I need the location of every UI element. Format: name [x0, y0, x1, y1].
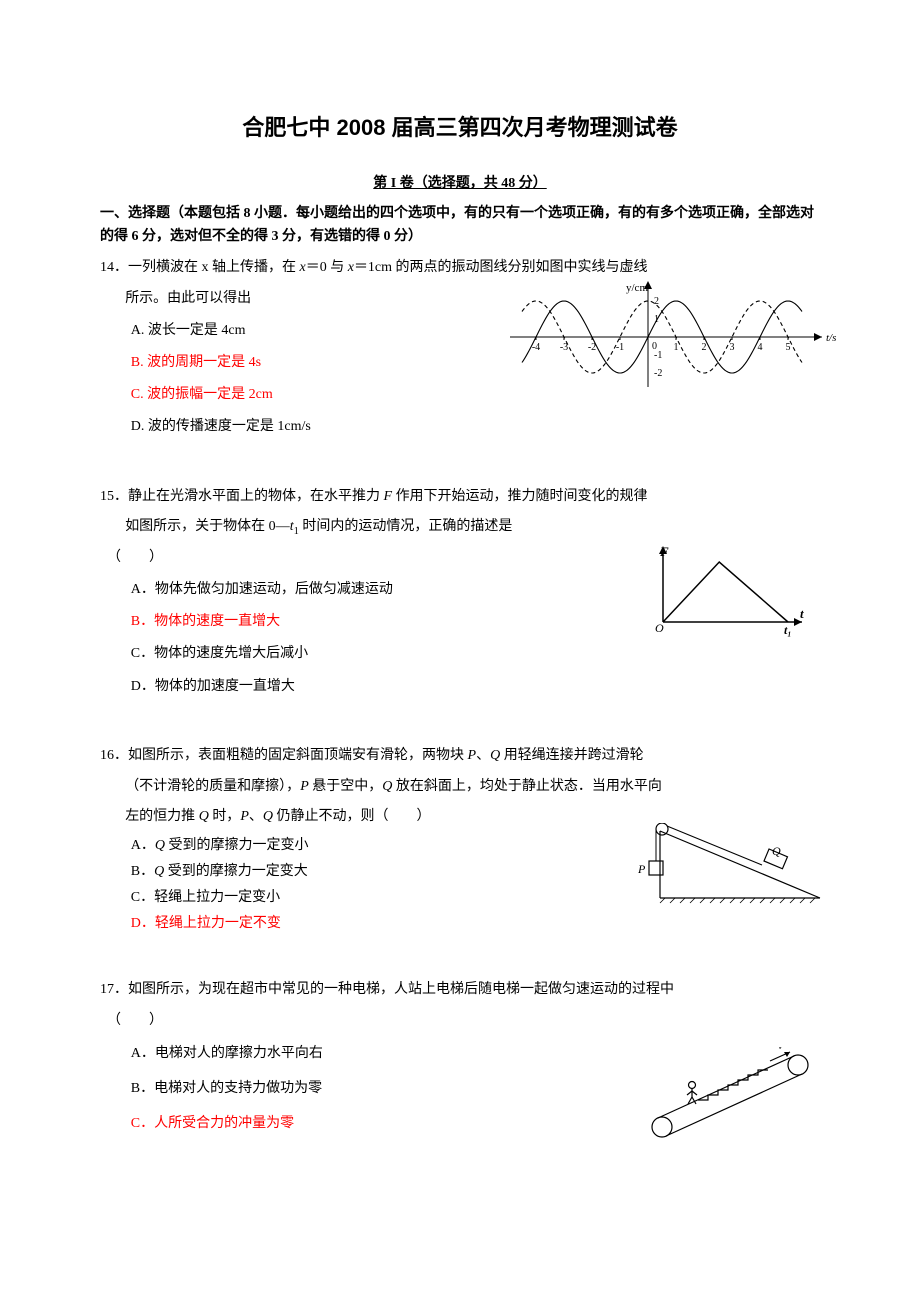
- svg-text:O: O: [655, 621, 664, 635]
- svg-text:t/s: t/s: [826, 332, 836, 344]
- q16-number: 16．: [100, 748, 128, 763]
- q16-incline-diagram: P Q: [620, 823, 830, 921]
- svg-text:4: 4: [758, 342, 763, 353]
- q14-text-1: 一列横波在 x 轴上传播，在: [128, 260, 300, 275]
- q14-number: 14．: [100, 260, 128, 275]
- q15-number: 15．: [100, 489, 128, 504]
- q16-Q4: Q: [263, 809, 273, 824]
- q14-opt-d: D. 波的传播速度一定是 1cm/s: [131, 411, 820, 443]
- q15-opt-d: D．物体的加速度一直增大: [131, 671, 820, 703]
- q16-Q-label: Q: [772, 844, 781, 858]
- q16-P: P: [468, 748, 477, 763]
- question-17: 17．如图所示，为现在超市中常见的一种电梯，人站上电梯后随电梯一起做匀速运动的过…: [100, 975, 820, 1142]
- svg-text:1: 1: [674, 342, 679, 353]
- exam-title: 合肥七中 2008 届高三第四次月考物理测试卷: [100, 110, 820, 145]
- q17-text-1: 如图所示，为现在超市中常见的一种电梯，人站上电梯后随电梯一起做匀速运动的过程中: [128, 982, 674, 997]
- q16-t3a: 左的恒力推: [125, 809, 199, 824]
- svg-text:v: v: [778, 1047, 783, 1052]
- q16-t1b: 用轻绳连接并跨过滑轮: [500, 748, 644, 763]
- q16-P2: P: [300, 779, 309, 794]
- q15-text-1: 静止在光滑水平面上的物体，在水平推力: [128, 489, 384, 504]
- svg-text:0: 0: [652, 341, 657, 352]
- q16-sep3: 、: [249, 809, 263, 824]
- q14-wave-chart: -4-3-2-112345-2-1120y/cmt/s: [510, 277, 840, 405]
- svg-text:y/cm: y/cm: [626, 282, 648, 294]
- q15-F: F: [384, 489, 393, 504]
- svg-text:5: 5: [786, 342, 791, 353]
- q16-sep1: 、: [476, 748, 490, 763]
- q16-Q: Q: [490, 748, 500, 763]
- q16-Q3: Q: [199, 809, 209, 824]
- q14-text-3: ＝1cm 的两点的振动图线分别如图中实线与虚线: [354, 260, 648, 275]
- instructions: 一、选择题（本题包括 8 小题．每小题给出的四个选项中，有的只有一个选项正确，有…: [100, 202, 820, 250]
- q16-Q2: Q: [382, 779, 392, 794]
- svg-text:2: 2: [702, 342, 707, 353]
- question-14: 14．一列横波在 x 轴上传播，在 x＝0 与 x＝1cm 的两点的振动图线分别…: [100, 253, 820, 443]
- q15-line2-post: 时间内的运动情况，正确的描述是: [299, 519, 513, 534]
- q15-text-2: 作用下开始运动，推力随时间变化的规律: [392, 489, 648, 504]
- q16-P3: P: [240, 809, 249, 824]
- section-header: 第 I 卷（选择题，共 48 分）: [100, 173, 820, 195]
- q16-t1a: 如图所示，表面粗糙的固定斜面顶端安有滑轮，两物块: [128, 748, 468, 763]
- q16-t2b: 悬于空中，: [309, 779, 383, 794]
- q17-escalator-diagram: v: [640, 1047, 820, 1150]
- svg-text:t: t: [800, 606, 804, 621]
- q15-force-chart: O Ft t₁: [645, 542, 810, 645]
- q17-paren: （ ）: [100, 1006, 820, 1037]
- q16-t3c: 仍静止不动，则（ ）: [273, 809, 431, 824]
- q17-number: 17．: [100, 982, 128, 997]
- q15-line2-pre: 如图所示，关于物体在 0—: [125, 519, 290, 534]
- svg-text:-2: -2: [654, 368, 662, 379]
- q16-stem: 16．如图所示，表面粗糙的固定斜面顶端安有滑轮，两物块 P、Q 用轻绳连接并跨过…: [100, 741, 820, 833]
- q14-text-2: ＝0 与: [306, 260, 348, 275]
- svg-text:F: F: [659, 544, 669, 559]
- svg-text:3: 3: [730, 342, 735, 353]
- q16-P-label: P: [637, 862, 646, 876]
- svg-text:-1: -1: [616, 342, 624, 353]
- question-16: 16．如图所示，表面粗糙的固定斜面顶端安有滑轮，两物块 P、Q 用轻绳连接并跨过…: [100, 741, 820, 937]
- question-15: 15．静止在光滑水平面上的物体，在水平推力 F 作用下开始运动，推力随时间变化的…: [100, 482, 820, 703]
- svg-text:t₁: t₁: [784, 623, 792, 637]
- q17-stem: 17．如图所示，为现在超市中常见的一种电梯，人站上电梯后随电梯一起做匀速运动的过…: [100, 975, 820, 1006]
- q16-t2a: （不计滑轮的质量和摩擦），: [125, 779, 300, 794]
- q16-t3b: 时，: [209, 809, 241, 824]
- q16-t2c: 放在斜面上，均处于静止状态．当用水平向: [392, 779, 662, 794]
